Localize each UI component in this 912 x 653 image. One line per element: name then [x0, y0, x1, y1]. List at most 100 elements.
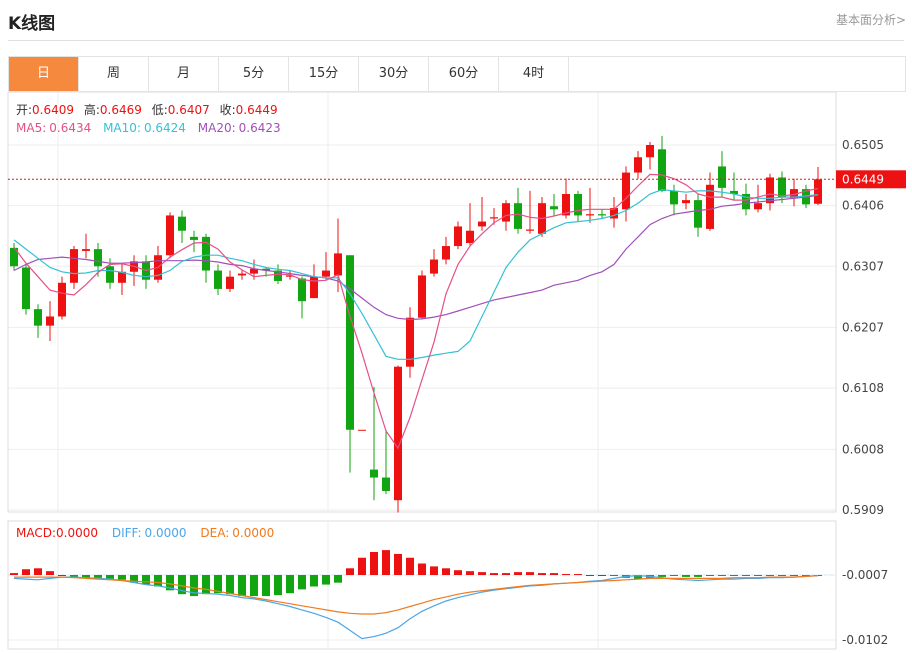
- ohlc-legend: 开:0.6409 高:0.6469 低:0.6407 收:0.6449 MA5:…: [16, 102, 281, 135]
- candle-body: [202, 236, 210, 271]
- tab-week[interactable]: 周: [79, 57, 149, 91]
- macd-bar: [274, 575, 282, 596]
- tab-4hour[interactable]: 4时: [499, 57, 569, 91]
- macd-bar: [46, 571, 54, 575]
- low-value: 0.6407: [168, 103, 210, 117]
- macd-bar: [370, 552, 378, 575]
- page-title: K线图: [8, 14, 56, 34]
- low-label: 低:: [152, 103, 168, 117]
- macd-bar: [754, 575, 762, 576]
- tab-30min[interactable]: 30分: [359, 57, 429, 91]
- candle-body: [754, 203, 762, 210]
- candle-body: [502, 203, 510, 222]
- macd-bar: [610, 575, 618, 576]
- macd-bar: [298, 575, 306, 590]
- macd-bar: [718, 575, 726, 576]
- macd-bar: [730, 575, 738, 576]
- tab-15min[interactable]: 15分: [289, 57, 359, 91]
- candle-body: [262, 268, 270, 271]
- macd-label: MACD:: [16, 526, 56, 540]
- fundamental-analysis-link[interactable]: 基本面分析>: [835, 13, 906, 27]
- tab-month[interactable]: 月: [149, 57, 219, 91]
- macd-bar: [394, 553, 402, 575]
- macd-bar: [538, 573, 546, 575]
- close-value: 0.6449: [236, 103, 278, 117]
- candle-body: [682, 200, 690, 204]
- candle-body: [346, 255, 354, 430]
- macd-bar: [478, 572, 486, 575]
- candle-body: [658, 149, 666, 191]
- macd-bar: [574, 574, 582, 576]
- macd-bar: [670, 575, 678, 576]
- price-tick-label: 0.6307: [842, 259, 884, 273]
- macd-bar: [550, 573, 558, 575]
- candle-body: [106, 266, 114, 283]
- dea-value: 0.0000: [232, 526, 274, 540]
- price-panel-frame: [7, 92, 837, 513]
- macd-bar: [802, 575, 810, 576]
- macd-bar: [34, 568, 42, 575]
- macd-bar: [154, 575, 162, 587]
- ma5-value: 0.6434: [49, 121, 91, 135]
- candle-body: [46, 316, 54, 326]
- svg-text:MACD:0.0000 DIFF:0.0000: MACD:0.0000 DIFF: 0.0000 DEA: 0.0000: [16, 526, 274, 540]
- macd-histogram: [8, 550, 836, 597]
- macd-axis: -0.0007 -0.0102: [842, 568, 888, 647]
- candle-body: [526, 229, 534, 231]
- tab-5min[interactable]: 5分: [219, 57, 289, 91]
- candle-body: [214, 270, 222, 289]
- candle-body: [166, 215, 174, 256]
- ma20-line: [13, 194, 819, 321]
- price-tick-label: 0.5909: [842, 503, 884, 517]
- candle-body: [706, 184, 714, 229]
- kline-chart[interactable]: 0.6505 0.6406 0.6307 0.6207 0.6108 0.6008 0.59…: [0, 92, 912, 653]
- macd-bar: [694, 575, 702, 577]
- candle-body: [442, 246, 450, 260]
- macd-tick-label: -0.0102: [842, 633, 888, 647]
- candle-body: [574, 193, 582, 216]
- macd-bar: [562, 574, 570, 576]
- candle-body: [370, 469, 378, 478]
- macd-bar: [514, 572, 522, 575]
- candle-body: [322, 270, 330, 277]
- macd-bar: [190, 575, 198, 597]
- candle-body: [298, 278, 306, 302]
- macd-bar: [262, 575, 270, 597]
- macd-bar: [706, 575, 714, 576]
- candle-body: [430, 259, 438, 274]
- macd-bar: [814, 575, 822, 576]
- macd-bar: [682, 575, 690, 577]
- candle-body: [310, 276, 318, 299]
- price-tick-label: 0.6505: [842, 138, 884, 152]
- high-value: 0.6469: [100, 103, 142, 117]
- ma5-label: MA5:: [16, 121, 46, 135]
- price-axis: 0.6505 0.6406 0.6307 0.6207 0.6108 0.6008 0.59…: [842, 138, 884, 517]
- macd-bar: [22, 569, 30, 575]
- svg-text:MA5:0.6434 MA10:0.6424: MA5: 0.6434 MA10: 0.6424 MA20: 0.6423: [16, 121, 281, 135]
- macd-panel-frame: [7, 520, 837, 650]
- candle-body: [766, 177, 774, 204]
- header-divider: [8, 40, 904, 41]
- macd-bar: [454, 570, 462, 575]
- diff-line: [13, 575, 819, 640]
- candle-body: [10, 247, 18, 267]
- price-tick-label: 0.6207: [842, 321, 884, 335]
- ma10-line: [13, 189, 819, 360]
- ma5-line: [13, 173, 819, 450]
- tab-day[interactable]: 日: [9, 57, 79, 91]
- macd-bar: [358, 557, 366, 575]
- macd-bar: [142, 575, 150, 585]
- macd-bar: [58, 575, 66, 576]
- candle-body: [82, 249, 90, 251]
- macd-bar: [310, 575, 318, 587]
- macd-bar: [166, 575, 174, 591]
- macd-bar: [250, 575, 258, 597]
- tab-60min[interactable]: 60分: [429, 57, 499, 91]
- price-tick-label: 0.6406: [842, 199, 884, 213]
- macd-bar: [766, 575, 774, 576]
- candle-body: [94, 249, 102, 267]
- candle-body: [478, 221, 486, 227]
- candle-body: [286, 275, 294, 277]
- candle-body: [778, 177, 786, 198]
- macd-bar: [502, 573, 510, 575]
